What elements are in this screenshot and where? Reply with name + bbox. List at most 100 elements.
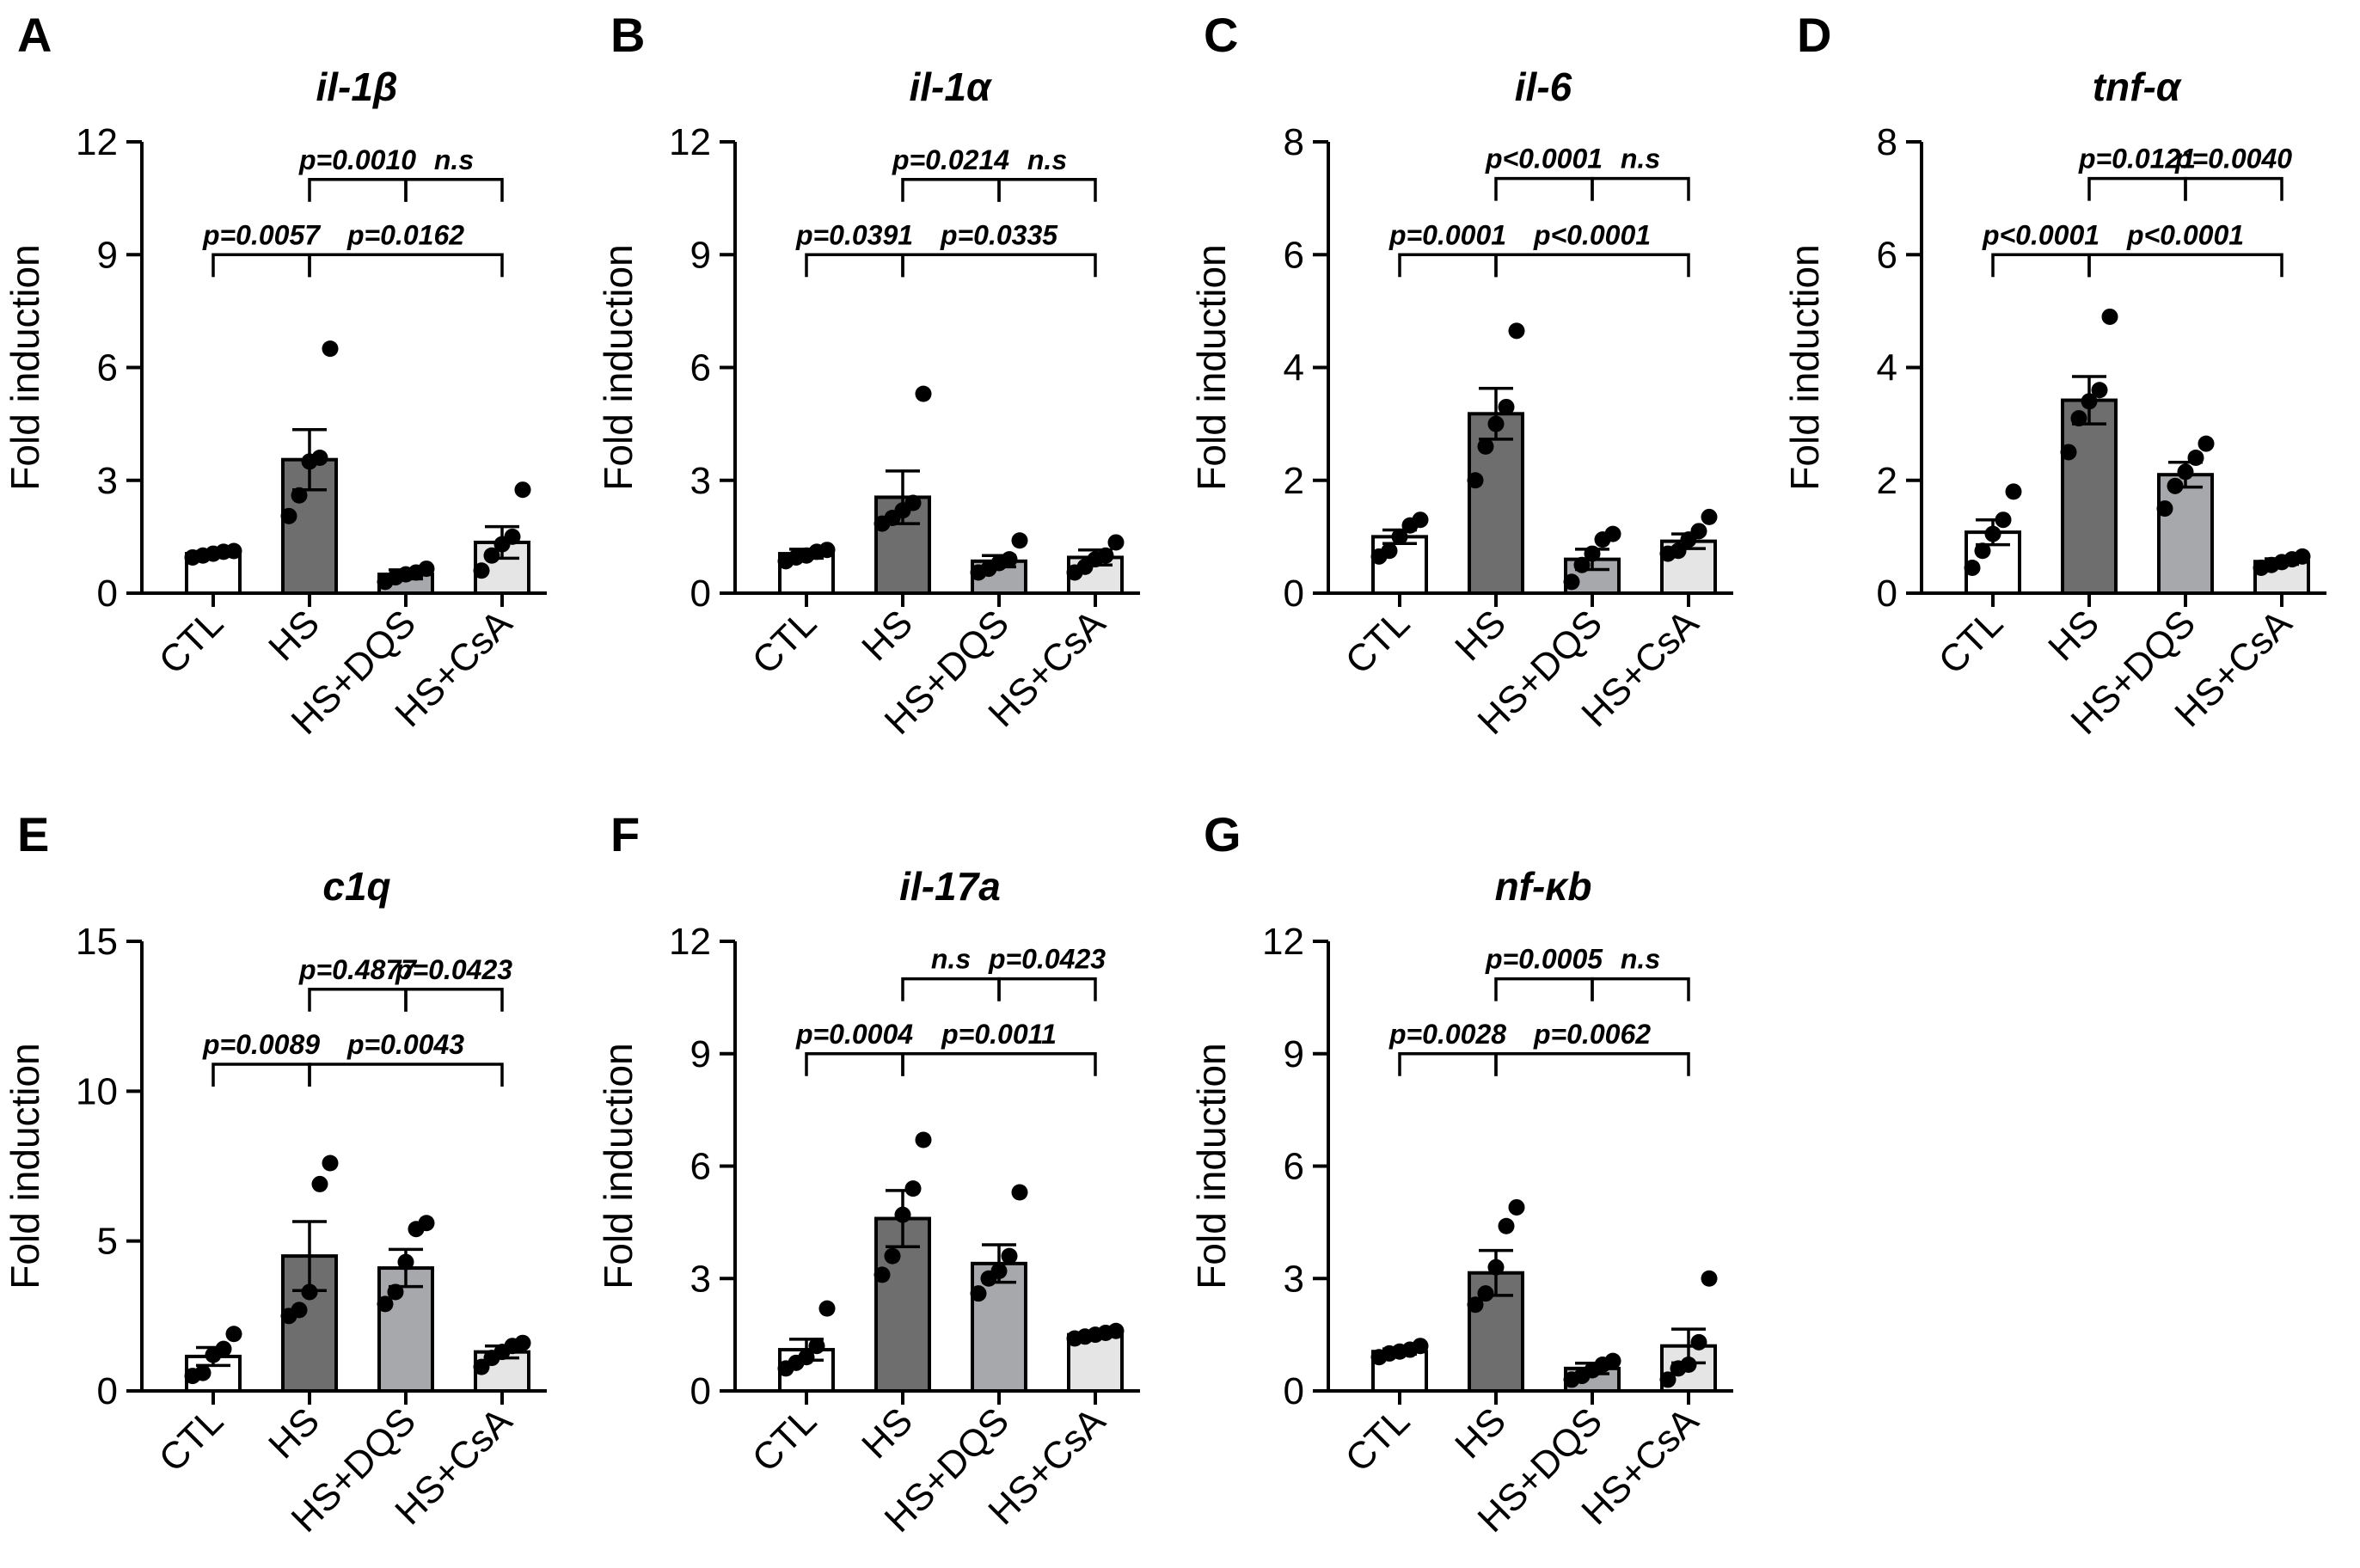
panel-letter: G — [1204, 807, 1241, 861]
p-value-label: p<0.0001 — [1485, 144, 1603, 175]
data-point — [418, 560, 435, 578]
data-point — [1097, 547, 1114, 564]
y-axis-label: Fold induction — [596, 1043, 641, 1289]
y-axis-label: Fold induction — [3, 1043, 47, 1289]
x-tick-label: HS — [1447, 602, 1514, 669]
significance-bracket: p=0.0004 — [795, 1019, 913, 1076]
data-point — [2294, 548, 2311, 565]
data-point — [818, 542, 836, 559]
data-point — [2167, 477, 2184, 494]
y-tick-label: 9 — [690, 234, 711, 276]
significance-bracket: p=0.0121 — [2078, 144, 2196, 201]
data-point — [2091, 382, 2108, 399]
data-point — [301, 1283, 318, 1301]
data-point — [291, 1302, 308, 1319]
data-point — [2081, 393, 2098, 410]
data-point — [1477, 438, 1494, 455]
data-point — [2187, 450, 2204, 466]
data-point — [418, 1215, 435, 1232]
p-value-label: p=0.0057 — [202, 219, 322, 250]
chart-title: il-6 — [1515, 64, 1572, 109]
chart-title: il-1β — [316, 64, 397, 109]
data-point — [1995, 511, 2012, 529]
data-point — [1487, 415, 1505, 432]
data-point — [1690, 1333, 1707, 1351]
p-value-label: p=0.0391 — [795, 219, 913, 250]
data-point — [1670, 542, 1687, 560]
y-tick-label: 2 — [1877, 460, 1897, 502]
p-value-label: p=0.0062 — [1533, 1019, 1651, 1050]
y-tick-label: 0 — [1284, 573, 1304, 615]
y-tick-label: 0 — [97, 573, 118, 615]
data-point — [514, 481, 531, 499]
panel-letter: D — [1797, 8, 1831, 62]
significance-bracket: p=0.0001 — [1388, 219, 1506, 278]
chart-title: c1q — [322, 864, 390, 909]
significance-bracket: n.s — [1591, 944, 1690, 1001]
p-value-label: p=0.0423 — [395, 954, 512, 985]
significance-bracket: p=0.0010 — [298, 144, 416, 202]
y-tick-label: 3 — [690, 1258, 711, 1300]
p-value-label: p=0.0010 — [298, 144, 416, 175]
data-point — [291, 487, 308, 504]
chart-title: nf-κb — [1495, 864, 1592, 909]
significance-bracket: p=0.0005 — [1485, 944, 1603, 1001]
significance-bracket: p=0.0335 — [901, 219, 1097, 278]
data-point — [1001, 551, 1018, 568]
y-axis-label: Fold induction — [3, 244, 47, 490]
p-value-label: n.s — [1621, 144, 1660, 175]
data-point — [915, 385, 932, 402]
data-point — [1107, 1322, 1125, 1339]
panel-letter: A — [17, 8, 52, 62]
y-tick-label: 8 — [1284, 121, 1304, 163]
data-point — [1011, 532, 1028, 549]
x-tick-label: HS — [261, 1400, 328, 1467]
y-tick-label: 3 — [690, 460, 711, 502]
significance-bracket: p=0.4877 — [298, 954, 418, 1012]
data-point — [322, 340, 339, 358]
data-point — [1974, 542, 1991, 560]
data-point — [483, 547, 500, 564]
data-point — [1467, 472, 1484, 489]
x-tick-label: HS — [2040, 602, 2107, 669]
y-tick-label: 12 — [1262, 921, 1304, 963]
significance-bracket: p=0.0391 — [795, 219, 913, 278]
y-tick-label: 15 — [76, 921, 118, 963]
y-tick-label: 6 — [690, 1146, 711, 1188]
x-tick-label: CTL — [745, 602, 824, 682]
data-point — [1584, 545, 1601, 562]
p-value-label: n.s — [434, 144, 474, 175]
significance-bracket: p<0.0001 — [2087, 219, 2283, 278]
data-point — [2156, 500, 2173, 518]
data-point — [1964, 559, 1981, 576]
y-tick-label: 0 — [1877, 573, 1897, 615]
p-value-label: p=0.0423 — [988, 944, 1106, 975]
p-value-label: n.s — [931, 944, 971, 975]
data-point — [2101, 308, 2118, 325]
x-tick-label: HS — [1447, 1400, 1514, 1467]
data-point — [1391, 528, 1408, 545]
bar-hs-dqs — [377, 1266, 434, 1393]
data-point — [1690, 523, 1707, 540]
data-point — [1604, 1352, 1621, 1369]
p-value-label: p=0.0028 — [1388, 1019, 1506, 1050]
data-point — [377, 1295, 394, 1313]
p-value-label: p=0.0004 — [795, 1019, 913, 1050]
significance-bracket: p=0.0214 — [892, 144, 1009, 202]
p-value-label: p=0.0001 — [1388, 219, 1506, 250]
significance-bracket: p<0.0001 — [1982, 219, 2099, 278]
y-tick-label: 12 — [669, 921, 711, 963]
data-point — [322, 1155, 339, 1172]
data-point — [215, 1340, 232, 1357]
data-point — [915, 1131, 932, 1148]
data-point — [2177, 463, 2194, 481]
y-tick-label: 8 — [1877, 121, 1897, 163]
p-value-label: p=0.0121 — [2078, 144, 2196, 175]
significance-bracket: p=0.0043 — [308, 1029, 504, 1087]
